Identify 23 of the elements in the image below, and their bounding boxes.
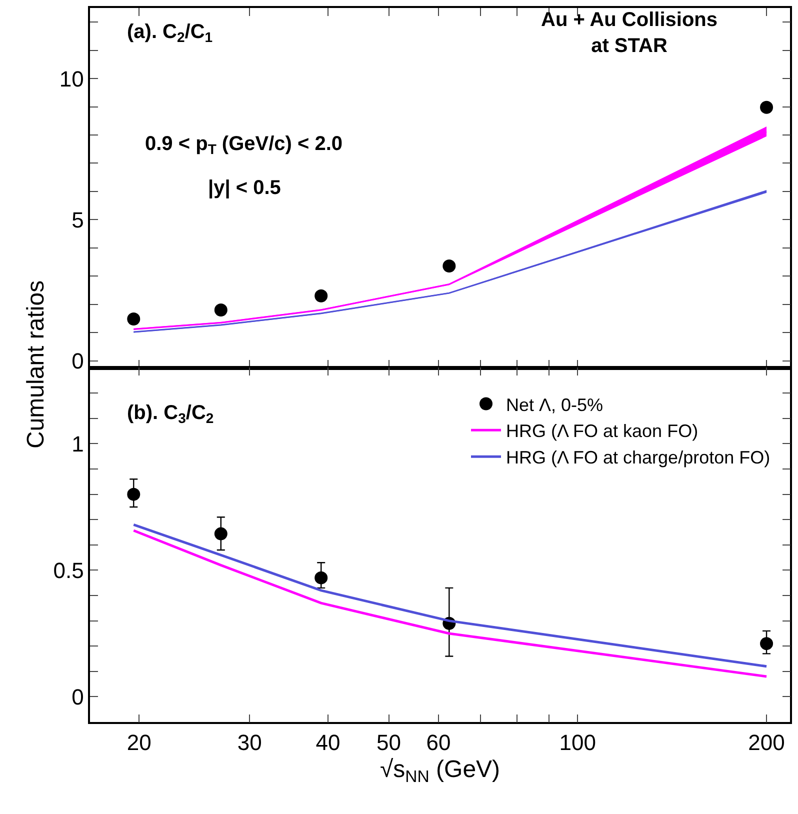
x-tick-label: 100 bbox=[559, 730, 596, 756]
y-axis-title: Cumulant ratios bbox=[22, 280, 50, 448]
x-tick-label: 50 bbox=[376, 730, 402, 756]
y-tick-label: 0 bbox=[72, 348, 84, 374]
x-tick-label: 30 bbox=[237, 730, 262, 756]
annotation: (b). C$_{3}$/C$_{2}$ bbox=[127, 402, 214, 426]
annotation: (a). C$_{2}$/C$_{1}$ bbox=[127, 21, 213, 46]
annotation: |y| < 0.5 bbox=[208, 177, 281, 199]
x-axis-title: √s$_{NN}$ (GeV) bbox=[380, 756, 500, 786]
annotation: Au + Au Collisions at STAR bbox=[541, 9, 718, 57]
x-tick-label: 20 bbox=[126, 730, 152, 756]
y-tick-label: 1 bbox=[72, 431, 84, 456]
y-tick-label: 5 bbox=[72, 207, 84, 232]
x-tick-label: 200 bbox=[748, 730, 785, 756]
legend-label: HRG (Λ FO at kaon FO) bbox=[506, 421, 698, 442]
y-tick-label: 0 bbox=[72, 684, 84, 710]
annotation: 0.9 < p$_{T}$ (GeV/c) < 2.0 bbox=[145, 133, 343, 158]
legend-label: HRG (Λ FO at charge/proton FO) bbox=[506, 448, 770, 468]
y-tick-label: 10 bbox=[59, 66, 84, 92]
legend-label: Net Λ, 0-5% bbox=[506, 394, 604, 415]
x-tick-label: 40 bbox=[316, 730, 340, 756]
x-tick-label: 60 bbox=[426, 730, 451, 756]
y-tick-label: 0.5 bbox=[53, 558, 84, 583]
